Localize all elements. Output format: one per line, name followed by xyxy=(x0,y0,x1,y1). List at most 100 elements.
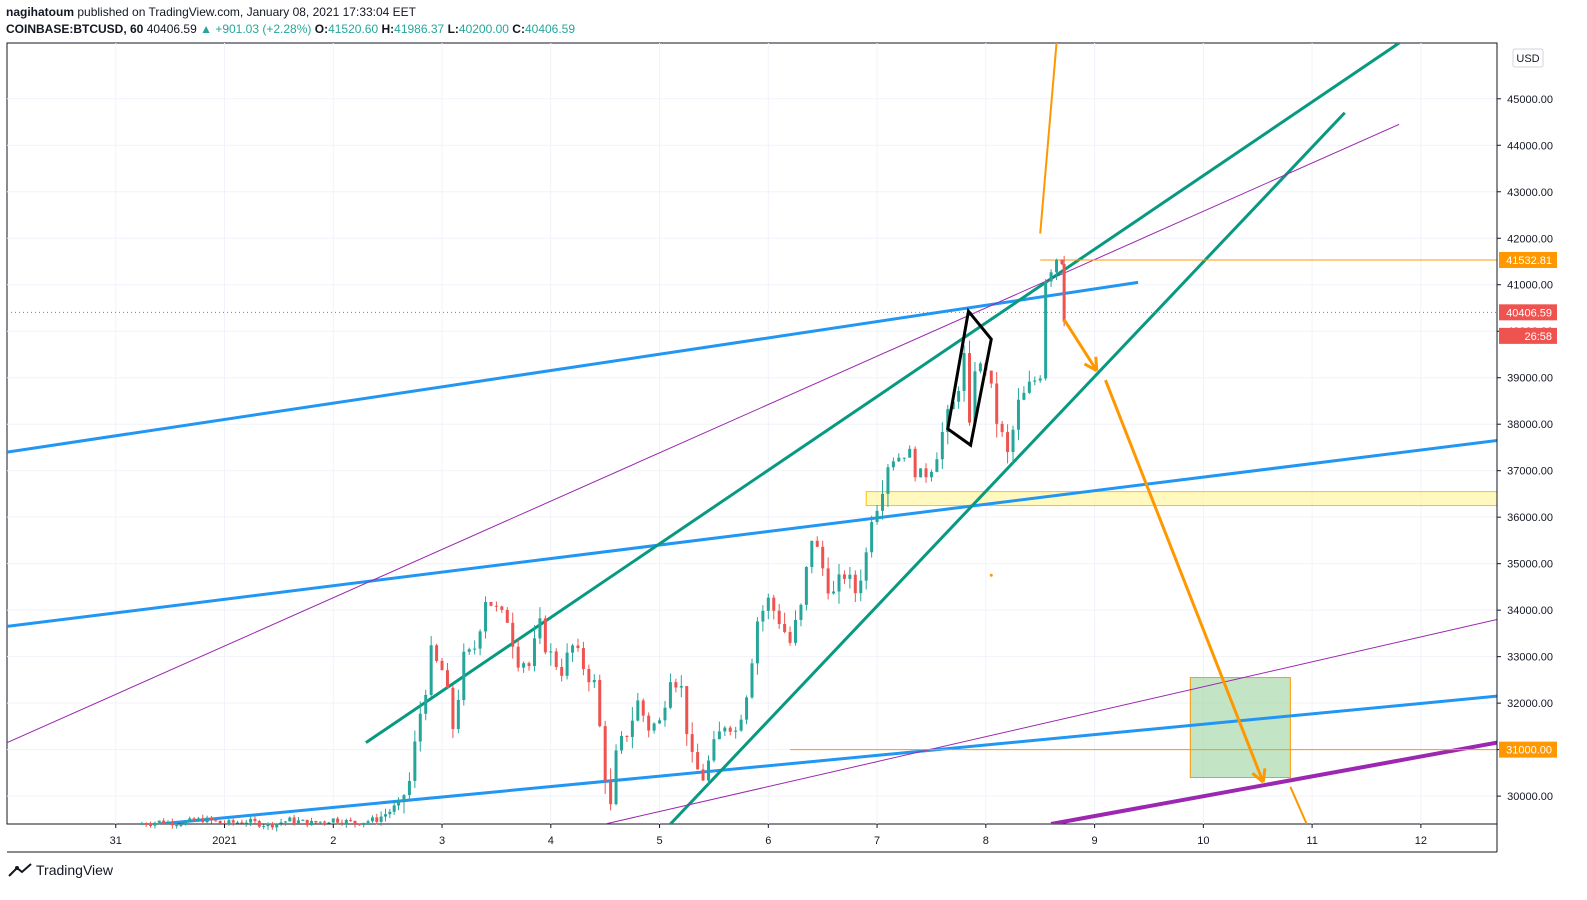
candle-body xyxy=(196,818,200,821)
candle-body xyxy=(924,468,928,478)
author-name[interactable]: nagihatoum xyxy=(6,5,74,19)
candle-body xyxy=(652,723,656,731)
candle-body xyxy=(327,822,331,824)
candle-body xyxy=(560,667,564,676)
grid xyxy=(7,43,1497,824)
candle-body xyxy=(288,817,292,822)
candle-body xyxy=(973,371,977,423)
candle-body xyxy=(859,580,863,594)
candle-body xyxy=(750,663,754,698)
symbol-name[interactable]: COINBASE:BTCUSD, 60 xyxy=(6,22,144,36)
candle-body xyxy=(201,818,205,823)
candle-body xyxy=(647,715,651,731)
candles xyxy=(140,255,1066,832)
candle-body xyxy=(766,597,770,611)
candle-body xyxy=(565,652,569,676)
candle-body xyxy=(166,821,170,824)
candle-body xyxy=(739,719,743,731)
trendline xyxy=(605,618,1497,824)
candle-body xyxy=(413,741,417,781)
candle-body xyxy=(1011,429,1015,453)
currency-box[interactable] xyxy=(1512,48,1544,68)
candle-body xyxy=(489,602,493,606)
candle-body xyxy=(538,618,542,639)
candle-body xyxy=(957,390,961,402)
last-price: 40406.59 xyxy=(146,22,197,36)
candle-body xyxy=(175,825,179,827)
price-tick-label: 34000.00 xyxy=(1507,605,1553,617)
candle-body xyxy=(717,731,721,740)
candle-body xyxy=(162,820,166,824)
price-badge-label: 31000.00 xyxy=(1506,745,1552,757)
arrow-line xyxy=(1062,318,1099,372)
trendline xyxy=(365,43,1400,744)
candle-body xyxy=(1022,392,1026,400)
candle-body xyxy=(853,574,857,594)
candle-body xyxy=(913,448,917,478)
candle-body xyxy=(777,610,781,624)
candle-body xyxy=(609,781,613,805)
trendline xyxy=(159,694,1497,824)
price-badge-label: 26:58 xyxy=(1524,331,1552,343)
annotations xyxy=(946,307,1267,784)
candle-body xyxy=(1055,259,1059,273)
candle-body xyxy=(571,645,575,653)
time-axis[interactable]: 31 2021 2 3 4 5 6 7 8 9 10 11 12 xyxy=(110,824,1427,847)
candle-body xyxy=(500,606,504,610)
candle-body xyxy=(723,727,727,732)
arrow-head xyxy=(1261,768,1267,783)
price-tick-label: 35000.00 xyxy=(1507,559,1553,571)
candle-body xyxy=(402,795,406,801)
price-badge-label: 40406.59 xyxy=(1506,307,1552,319)
arrow-head xyxy=(1094,356,1099,371)
arrow-head xyxy=(1083,362,1098,373)
time-tick-label: 3 xyxy=(439,835,445,847)
candle-body xyxy=(1062,264,1066,322)
footer-brand[interactable]: TradingView xyxy=(8,862,113,878)
candle-body xyxy=(379,816,383,822)
candle-body xyxy=(227,820,231,825)
candle-body xyxy=(349,820,353,822)
candle-body xyxy=(418,713,422,742)
publish-info: nagihatoum published on TradingView.com,… xyxy=(6,5,416,19)
price-badges: 41532.81 40406.59 26:58 31000.00 xyxy=(1499,251,1557,758)
candle-body xyxy=(821,546,825,569)
close-label: C: xyxy=(512,22,525,36)
candle-body xyxy=(473,648,477,650)
candle-body xyxy=(919,468,923,478)
low-label: L: xyxy=(447,22,459,36)
candle-body xyxy=(223,823,227,825)
time-tick-label: 6 xyxy=(765,835,771,847)
candle-body xyxy=(875,510,879,523)
candle-body xyxy=(837,574,841,592)
candle-body xyxy=(1000,423,1004,433)
candle-body xyxy=(1006,432,1010,453)
candle-body xyxy=(292,817,296,824)
candle-body xyxy=(357,824,361,826)
candle-body xyxy=(522,663,526,668)
candle-body xyxy=(940,432,944,460)
diamond-pattern xyxy=(946,307,993,448)
candle-body xyxy=(240,822,244,824)
candle-body xyxy=(881,493,885,511)
candle-body xyxy=(366,821,370,823)
candle-body xyxy=(804,566,808,605)
price-axis[interactable]: 30000.00 31000.00 32000.00 33000.00 34000.00… xyxy=(1497,94,1553,803)
candle-body xyxy=(179,824,183,826)
trendline xyxy=(7,123,1400,744)
candle-body xyxy=(848,574,852,579)
candle-body xyxy=(318,821,322,823)
publish-text: published on TradingView.com, January 08… xyxy=(77,5,417,19)
candle-body xyxy=(440,660,444,671)
price-tick-label: 36000.00 xyxy=(1507,512,1553,524)
price-tick-label: 44000.00 xyxy=(1507,140,1553,152)
candle-body xyxy=(549,651,553,653)
candle-body xyxy=(296,820,300,824)
candle-body xyxy=(658,720,662,724)
price-badge xyxy=(1499,327,1557,344)
candle-body xyxy=(370,817,374,822)
price-badge xyxy=(1499,304,1557,321)
candle-body xyxy=(149,824,153,826)
price-change: ▲ +901.03 (+2.28%) xyxy=(200,22,312,36)
